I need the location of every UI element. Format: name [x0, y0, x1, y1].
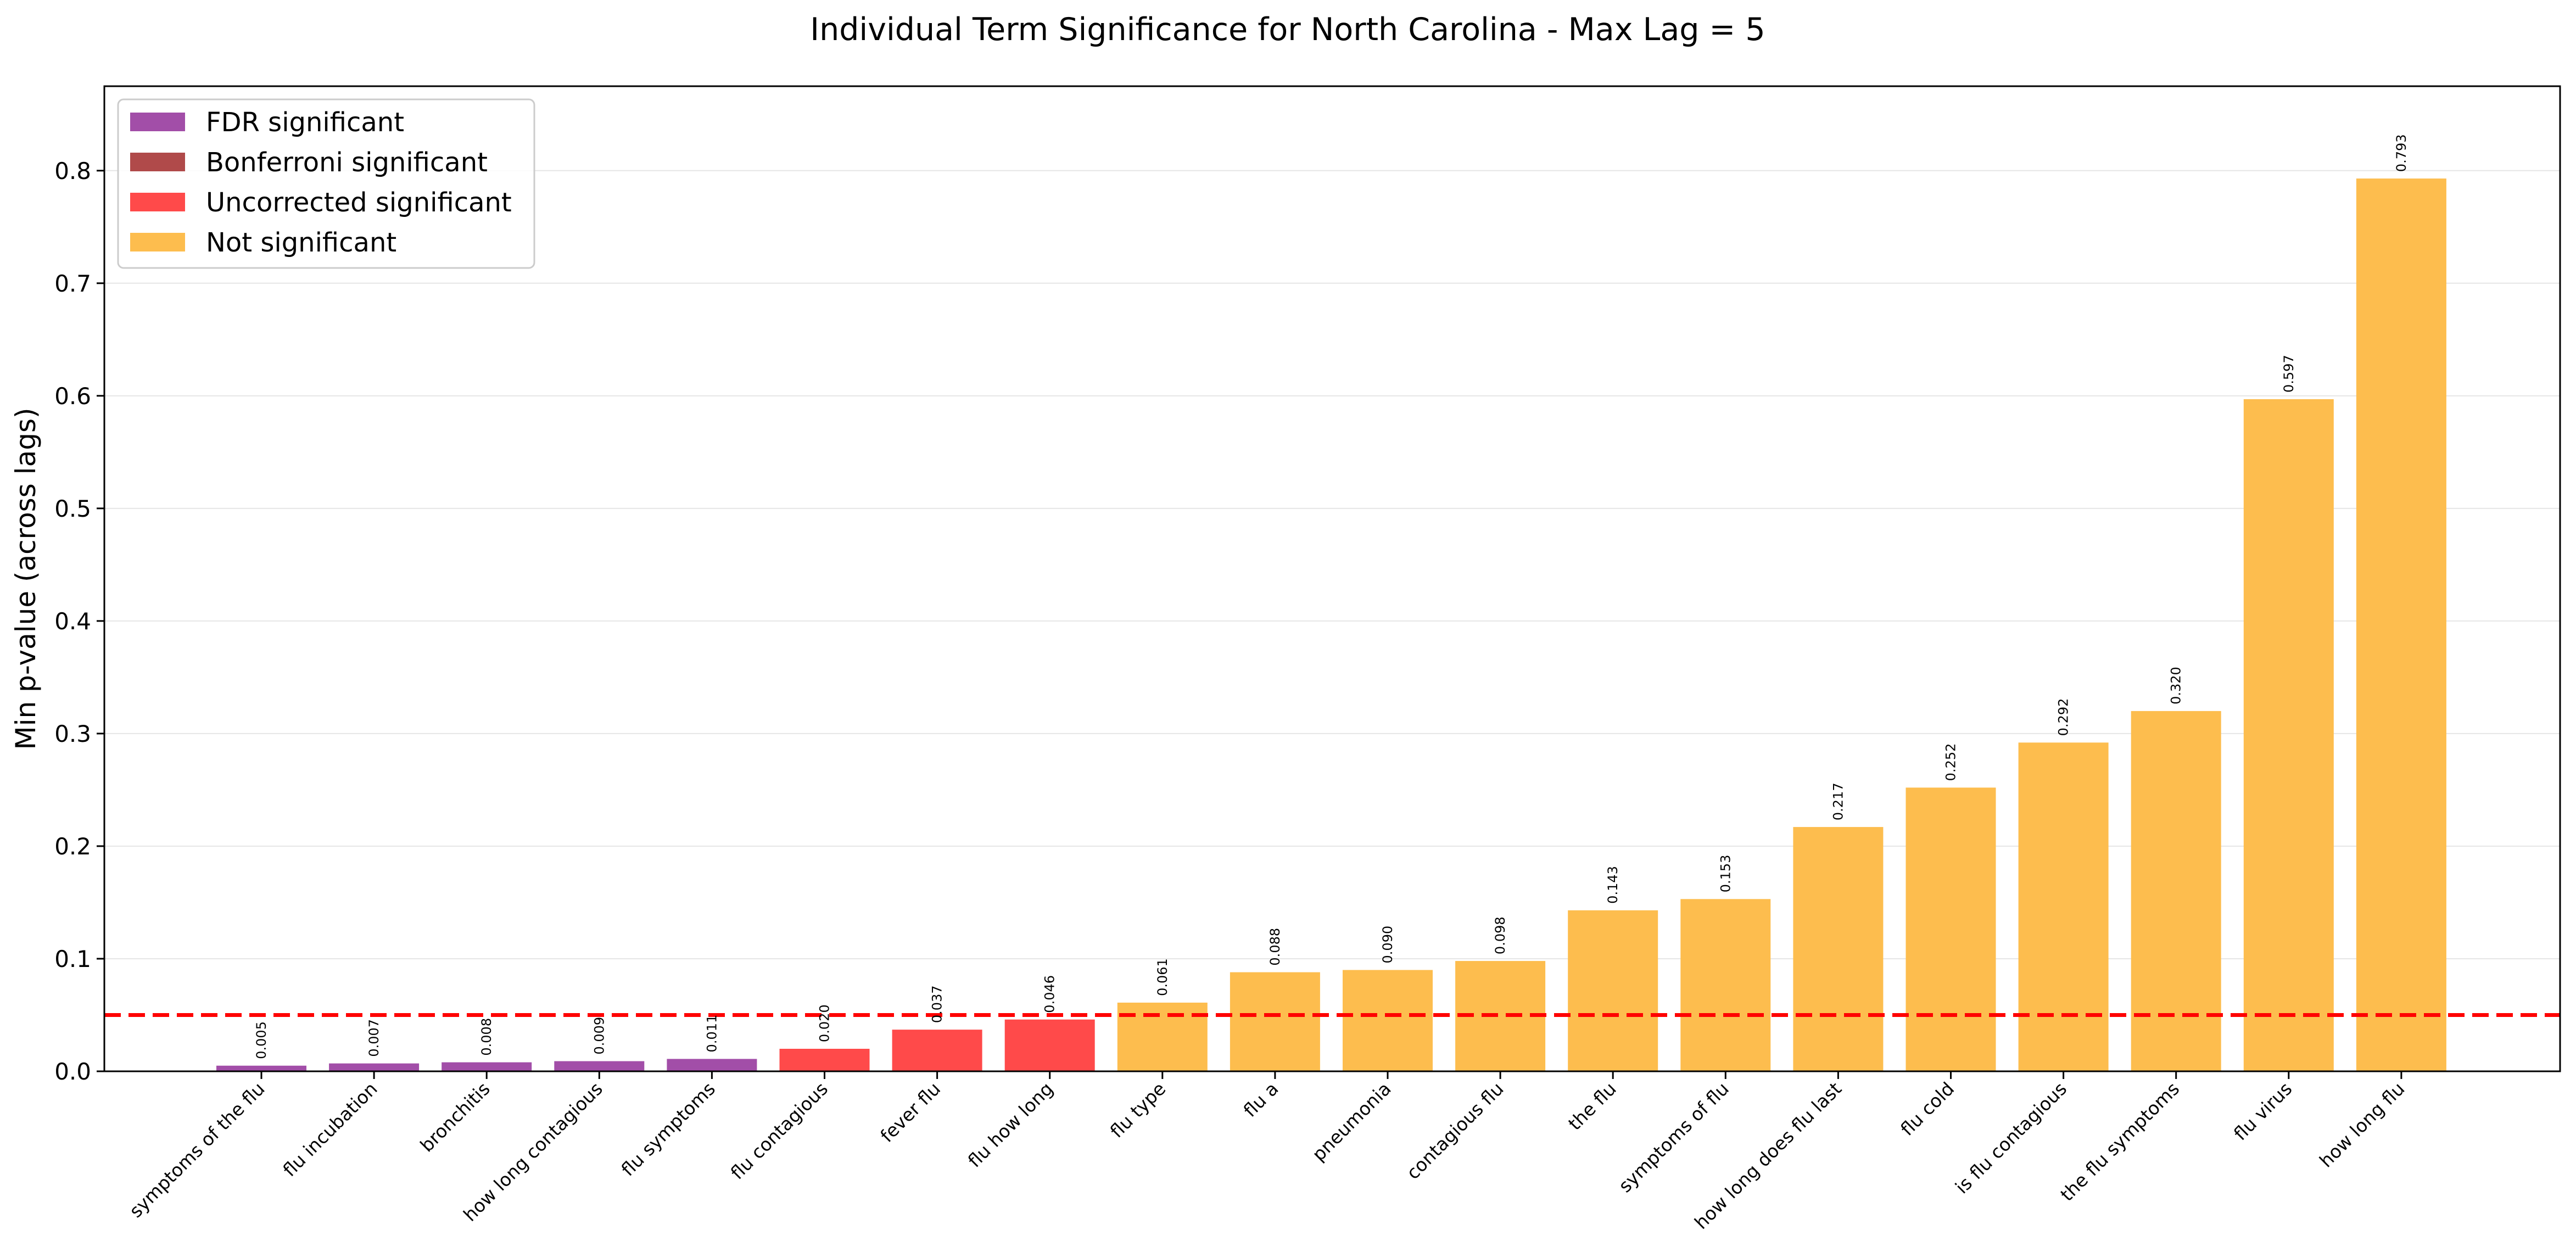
x-tick-label: flu cold: [1896, 1078, 1958, 1140]
bar-value-label: 0.020: [817, 1004, 832, 1042]
grid-lines: [104, 170, 2560, 1072]
x-tick-label: fever flu: [876, 1078, 945, 1147]
x-tick-label: flu a: [1239, 1078, 1283, 1121]
bar-value-label: 0.143: [1605, 866, 1621, 904]
x-tick-label: bronchitis: [416, 1078, 494, 1156]
bar-value-label: 0.007: [366, 1019, 382, 1057]
x-tick-label: the flu symptoms: [2056, 1078, 2183, 1205]
x-tick-label: flu virus: [2229, 1078, 2296, 1144]
legend-swatch: [130, 153, 185, 171]
bar: [1117, 1002, 1208, 1071]
legend-label: Bonferroni significant: [206, 147, 488, 178]
bar-value-label: 0.153: [1718, 855, 1733, 893]
bar-value-label: 0.090: [1380, 926, 1395, 964]
bar-value-label: 0.793: [2394, 134, 2409, 172]
bar-value-label: 0.037: [930, 985, 945, 1023]
bar: [1568, 910, 1658, 1071]
y-tick-label: 0.3: [54, 720, 91, 747]
chart-title: Individual Term Significance for North C…: [810, 12, 1765, 48]
bar: [1343, 970, 1433, 1071]
legend-label: FDR significant: [206, 107, 404, 138]
bar-value-label: 0.217: [1830, 782, 1846, 820]
y-tick-label: 0.0: [54, 1058, 91, 1085]
bar: [1680, 899, 1771, 1071]
legend-label: Uncorrected significant: [206, 187, 512, 218]
y-tick-label: 0.4: [54, 608, 91, 635]
x-tick-label: flu contagious: [727, 1078, 832, 1183]
bar-value-label: 0.061: [1155, 958, 1170, 996]
x-tick-label: how long flu: [2315, 1078, 2409, 1171]
bar: [667, 1059, 757, 1071]
bar: [1793, 827, 1884, 1071]
bar: [2131, 711, 2221, 1071]
legend-swatch: [130, 113, 185, 131]
legend: FDR significant Bonferroni significant Unc…: [117, 98, 535, 269]
legend-box: [117, 98, 535, 269]
x-tick-label: symptoms of the flu: [125, 1078, 269, 1222]
bar: [1004, 1019, 1095, 1071]
x-tick-label: symptoms of flu: [1614, 1078, 1733, 1197]
y-tick-label: 0.7: [54, 270, 91, 297]
bar: [216, 1065, 306, 1071]
bar-value-label: 0.292: [2056, 698, 2071, 736]
x-tick-label: the flu: [1564, 1078, 1621, 1134]
x-tick-label: is flu contagious: [1951, 1078, 2071, 1198]
bar-value-label: 0.252: [1943, 743, 1959, 781]
bar-value-label: 0.011: [704, 1015, 719, 1053]
bar: [2018, 742, 2109, 1071]
legend-label: Not significant: [206, 227, 396, 258]
x-axis-ticks: symptoms of the flu flu incubation bronchi…: [125, 1071, 2409, 1233]
bar-value-label: 0.098: [1493, 916, 1508, 954]
plot-frame: [103, 85, 2561, 1072]
bar: [1230, 972, 1320, 1071]
bar: [442, 1062, 532, 1071]
x-tick-label: flu type: [1106, 1078, 1170, 1142]
bar: [554, 1061, 645, 1071]
bar-value-label: 0.008: [479, 1018, 494, 1056]
x-tick-label: pneumonia: [1308, 1078, 1395, 1165]
y-tick-label: 0.2: [54, 833, 91, 860]
x-tick-label: flu how long: [964, 1078, 1057, 1171]
value-labels: 0.005 0.007 0.008 0.009 0.011 0.020 0.037 0.046…: [254, 134, 2409, 1059]
bar-value-label: 0.088: [1267, 928, 1283, 966]
bars: [216, 178, 2446, 1072]
bar-value-label: 0.320: [2169, 667, 2184, 705]
bar: [779, 1048, 870, 1071]
y-axis-ticks: 0.0 0.1 0.2 0.3 0.4 0.5 0.6 0.7 0.8: [54, 158, 104, 1085]
bar-value-label: 0.046: [1042, 975, 1058, 1013]
x-tick-label: flu symptoms: [617, 1078, 719, 1180]
y-axis-label: Min p-value (across lags): [10, 407, 42, 750]
y-tick-label: 0.8: [54, 158, 91, 184]
bar-value-label: 0.597: [2281, 355, 2296, 393]
legend-swatch: [130, 233, 185, 251]
y-tick-label: 0.6: [54, 383, 91, 410]
bar: [329, 1063, 420, 1071]
y-tick-label: 0.5: [54, 495, 91, 522]
bar-value-label: 0.009: [591, 1017, 607, 1055]
bar: [2243, 399, 2334, 1071]
x-tick-label: contagious flu: [1402, 1078, 1507, 1183]
bar: [2356, 178, 2446, 1072]
bar: [1906, 787, 1996, 1071]
y-tick-label: 0.1: [54, 946, 91, 972]
bar-value-label: 0.005: [254, 1021, 269, 1059]
x-tick-label: flu incubation: [279, 1078, 382, 1181]
legend-swatch: [130, 193, 185, 211]
bar: [892, 1030, 982, 1071]
